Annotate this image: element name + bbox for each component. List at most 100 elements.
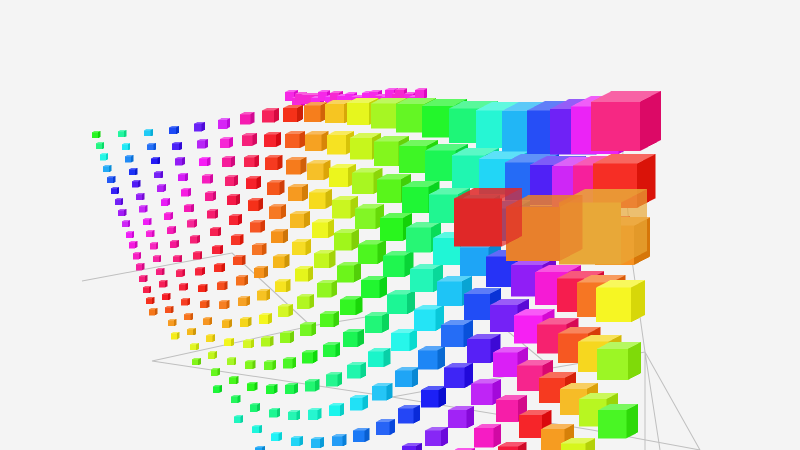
voxel-cube	[228, 212, 242, 230]
voxel-cube	[425, 426, 448, 450]
voxel-cube	[261, 108, 279, 128]
voxel-cube	[596, 279, 646, 327]
voxel-cube	[204, 188, 216, 206]
voxel-cube	[199, 153, 211, 171]
voxel-cube	[307, 159, 331, 185]
voxel-cube	[277, 304, 293, 322]
voxel-cube	[184, 307, 194, 325]
voxel-cube	[394, 367, 419, 392]
voxel-cube	[99, 148, 109, 166]
voxel-cube	[166, 221, 176, 239]
voxel-cube	[165, 300, 174, 318]
voxel-cube	[213, 380, 223, 398]
voxel-cube	[328, 402, 345, 421]
voxel-cube	[208, 346, 218, 364]
grid-line	[231, 252, 312, 327]
voxel-cube	[220, 135, 233, 153]
voxel-cube	[334, 229, 360, 256]
voxel-cube	[245, 356, 256, 374]
voxel-cube	[175, 153, 186, 171]
voxel-cube	[150, 151, 160, 169]
voxel-cube	[162, 287, 171, 305]
voxel-cube	[398, 405, 421, 429]
voxel-cube	[383, 251, 414, 282]
voxel-cube	[390, 328, 417, 356]
voxel-cube	[221, 315, 232, 333]
voxel-cube	[193, 119, 205, 137]
voxel-cube	[219, 296, 230, 314]
voxel-cube	[308, 407, 322, 425]
voxel-cube	[299, 322, 317, 341]
voxel-cube	[125, 225, 135, 243]
voxel-cube	[163, 207, 173, 225]
voxel-cube	[118, 203, 127, 221]
voxel-cube	[217, 116, 231, 134]
voxel-cube	[224, 333, 235, 351]
voxel-cube	[152, 249, 162, 267]
voxel-cube	[233, 410, 244, 428]
voxel-cube	[222, 154, 236, 172]
voxel-cube	[147, 137, 157, 155]
voxel-cube	[284, 130, 305, 153]
voxel-cube	[103, 159, 112, 177]
voxel-cube	[302, 350, 318, 368]
voxel-cube	[316, 280, 338, 302]
voxel-cube	[353, 428, 371, 447]
voxel-cube	[346, 362, 366, 384]
voxel-cube	[135, 258, 145, 276]
voxel-cube	[255, 442, 266, 450]
voxel-cube	[240, 314, 252, 332]
voxel-cube	[197, 279, 208, 297]
voxel-cube	[330, 88, 343, 106]
voxel-cube	[375, 418, 395, 440]
voxel-cube	[358, 239, 387, 269]
voxel-cube	[187, 215, 198, 233]
voxel-cube	[361, 275, 388, 303]
voxel-cube	[297, 294, 315, 314]
voxel-cube	[178, 278, 188, 296]
voxel-cube	[285, 381, 299, 399]
voxel-cube	[231, 391, 242, 409]
voxel-cube	[175, 264, 185, 282]
voxel-cube	[143, 123, 153, 141]
voxel-cube	[269, 203, 287, 224]
voxel-cube	[157, 179, 167, 197]
voxel-cube	[168, 313, 177, 331]
voxel-cube	[454, 188, 523, 252]
voxel-cube	[181, 293, 191, 311]
voxel-cube	[591, 90, 661, 156]
voxel-cube	[139, 200, 149, 218]
voxel-cube	[202, 171, 214, 189]
voxel-cube	[311, 219, 335, 243]
voxel-cube	[159, 275, 168, 293]
voxel-cube	[210, 363, 220, 381]
voxel-cube	[110, 181, 120, 199]
voxel-cube	[226, 352, 237, 370]
voxel-cube	[231, 232, 244, 250]
voxel-cube	[372, 383, 393, 406]
voxel-cube	[282, 104, 303, 127]
voxel-cube	[368, 347, 391, 372]
voxel-cube	[275, 278, 292, 297]
voxel-cube	[294, 266, 313, 287]
voxel-cube	[181, 184, 192, 202]
voxel-cube	[331, 196, 358, 223]
voxel-cube	[364, 311, 390, 338]
voxel-cube	[252, 420, 263, 438]
voxel-cube	[350, 395, 368, 415]
voxel-cube	[414, 86, 428, 104]
voxel-cube	[444, 362, 474, 393]
voxel-cube	[192, 247, 203, 265]
voxel-cube	[196, 136, 208, 154]
voxel-cube	[305, 130, 330, 156]
voxel-cube	[267, 179, 285, 200]
voxel-cube	[216, 277, 228, 295]
voxel-cube	[235, 273, 248, 291]
voxel-cube	[271, 428, 283, 446]
voxel-cube	[379, 212, 413, 246]
voxel-cube	[121, 137, 131, 155]
voxel-cube	[265, 155, 283, 175]
voxel-cube	[92, 125, 101, 143]
voxel-cube	[421, 386, 447, 413]
